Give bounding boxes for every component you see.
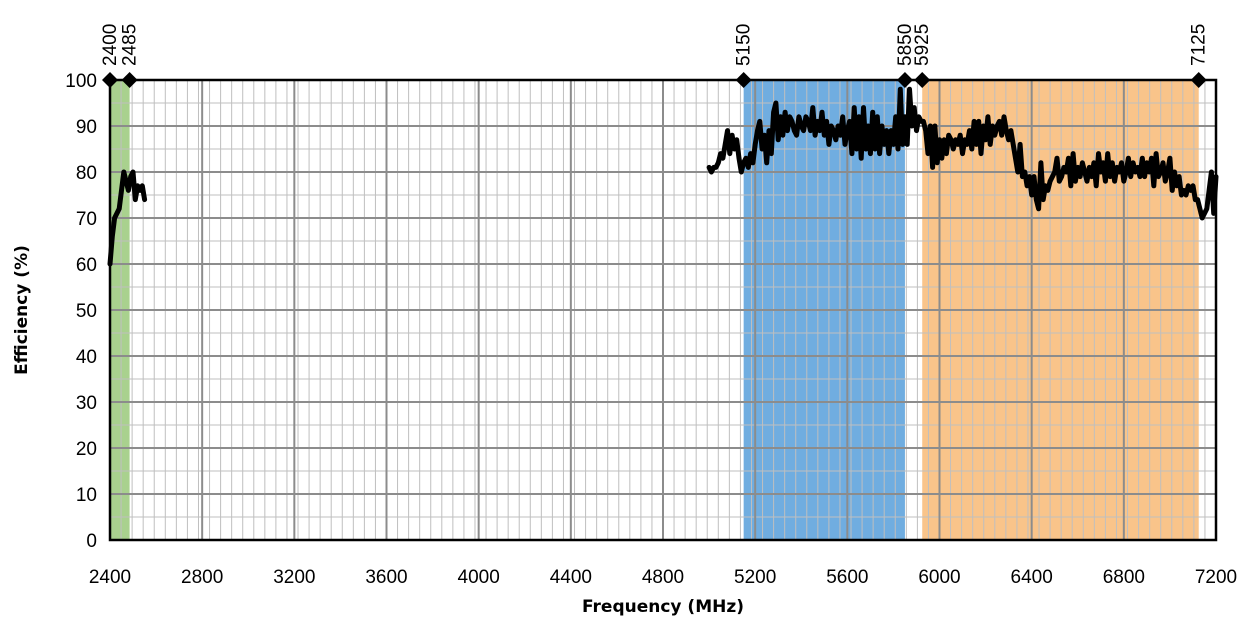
- y-axis-title: Efficiency (%): [12, 245, 32, 375]
- marker-diamond-5850: [896, 72, 913, 88]
- marker-label-2485: 2485: [120, 24, 141, 66]
- x-tick-label: 7200: [1195, 567, 1237, 588]
- y-tick-label: 0: [86, 531, 97, 552]
- y-tick-label: 100: [65, 71, 97, 92]
- x-tick-label: 6800: [1103, 567, 1145, 588]
- x-tick-label: 3200: [273, 567, 315, 588]
- data-series: [107, 86, 1219, 267]
- x-tick-label: 5200: [734, 567, 776, 588]
- y-tick-labels: 0 10 20 30 40 50 60 70 80 90 100: [65, 71, 97, 552]
- x-tick-label: 6000: [918, 567, 960, 588]
- marker-label-7125: 7125: [1189, 24, 1210, 66]
- y-tick-label: 40: [76, 347, 97, 368]
- y-tick-label: 90: [76, 117, 97, 138]
- x-tick-label: 4400: [550, 567, 592, 588]
- x-tick-label: 2800: [181, 567, 223, 588]
- x-tick-labels: 2400 2800 3200 3600 4000 4400 4800 5200 5600 6000…: [89, 567, 1237, 588]
- y-tick-label: 30: [76, 393, 97, 414]
- y-tick-label: 10: [76, 485, 97, 506]
- x-tick-label: 2400: [89, 567, 131, 588]
- plot-area-border: [108, 78, 1218, 542]
- x-tick-label: 3600: [365, 567, 407, 588]
- marker-label-5850: 5850: [895, 24, 916, 66]
- x-tick-label: 6400: [1011, 567, 1053, 588]
- marker-label-5925: 5925: [912, 24, 933, 66]
- marker-label-5150: 5150: [734, 24, 755, 66]
- gridlines: [109, 79, 1217, 541]
- marker-label-2400: 2400: [100, 24, 121, 66]
- y-tick-label: 60: [76, 255, 97, 276]
- y-tick-label: 80: [76, 163, 97, 184]
- x-axis-title: Frequency (MHz): [582, 597, 744, 617]
- marker-diamond-2400: [102, 72, 118, 88]
- y-tick-label: 20: [76, 439, 97, 460]
- marker-diamond-5925: [914, 72, 931, 88]
- x-tick-label: 4800: [642, 567, 684, 588]
- x-tick-label: 5600: [826, 567, 868, 588]
- x-tick-label: 4000: [458, 567, 500, 588]
- series-line-segment-0: [107, 169, 148, 267]
- y-tick-label: 70: [76, 209, 97, 230]
- marker-diamond-5150: [735, 72, 752, 88]
- series-line-segment-1: [706, 86, 1219, 221]
- marker-diamond-2485: [121, 72, 138, 88]
- y-tick-label: 50: [76, 301, 97, 322]
- marker-diamond-7125: [1190, 72, 1207, 88]
